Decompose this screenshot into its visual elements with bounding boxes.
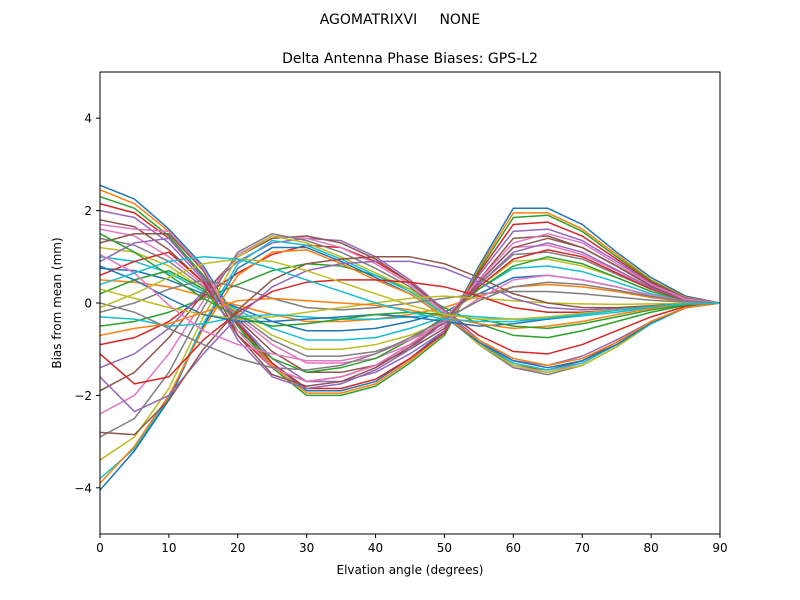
x-tick-label: 20 (230, 541, 245, 555)
series-line-25 (100, 237, 720, 390)
y-tick-label: 0 (84, 297, 92, 311)
x-axis-ticks: 0 10 20 30 40 50 60 70 80 90 (96, 534, 728, 555)
x-axis-label: Elvation angle (degrees) (337, 563, 484, 577)
series-line-28 (100, 279, 720, 313)
x-tick-label: 40 (368, 541, 383, 555)
series-line-3 (100, 196, 720, 397)
y-tick-label: −4 (74, 481, 92, 495)
series-line-19 (100, 235, 720, 461)
series-line-15 (100, 237, 720, 369)
y-tick-label: 2 (84, 204, 92, 218)
series-line-37 (100, 253, 720, 362)
series-line-27 (100, 223, 720, 383)
plot-frame (99, 71, 721, 535)
series-line-40 (100, 256, 720, 323)
chart-title: Delta Antenna Phase Biases: GPS-L2 (282, 51, 538, 67)
series-line-38 (100, 281, 720, 371)
y-tick-label: −2 (74, 389, 92, 403)
figure-suptitle: AGOMATRIXVI NONE (320, 12, 481, 28)
series-line-36 (100, 256, 720, 436)
series-line-32 (100, 297, 720, 337)
x-tick-label: 30 (299, 541, 314, 555)
x-tick-label: 70 (575, 541, 590, 555)
x-tick-label: 10 (161, 541, 176, 555)
x-tick-label: 90 (712, 541, 727, 555)
series-line-26 (100, 232, 720, 387)
series-layer (100, 184, 720, 491)
x-tick-label: 80 (643, 541, 658, 555)
series-line-35 (100, 260, 720, 413)
y-tick-label: 4 (84, 112, 92, 126)
y-axis-label: Bias from mean (mm) (50, 237, 64, 368)
x-tick-label: 0 (96, 541, 104, 555)
series-line-22 (100, 249, 720, 484)
x-tick-label: 60 (506, 541, 521, 555)
x-tick-label: 50 (437, 541, 452, 555)
y-axis-ticks: −4 −2 0 2 4 (74, 112, 100, 495)
